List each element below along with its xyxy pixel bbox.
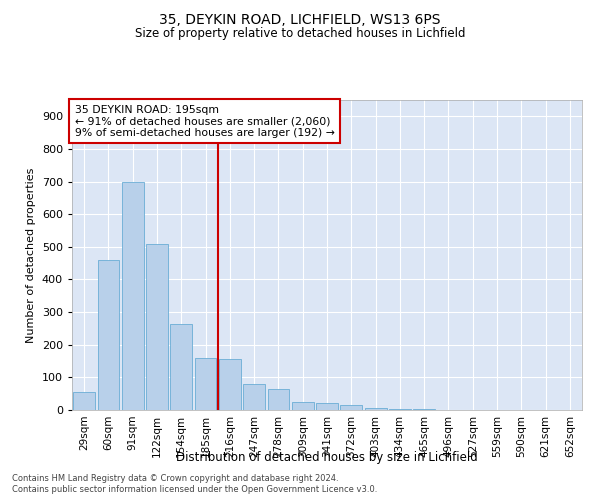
Text: Size of property relative to detached houses in Lichfield: Size of property relative to detached ho… — [135, 28, 465, 40]
Bar — [170, 324, 192, 410]
Bar — [292, 402, 314, 410]
Bar — [219, 360, 241, 410]
Text: 35 DEYKIN ROAD: 195sqm
← 91% of detached houses are smaller (2,060)
9% of semi-d: 35 DEYKIN ROAD: 195sqm ← 91% of detached… — [74, 104, 334, 138]
Text: Distribution of detached houses by size in Lichfield: Distribution of detached houses by size … — [176, 451, 478, 464]
Bar — [340, 405, 362, 410]
Bar — [268, 389, 289, 410]
Bar — [243, 384, 265, 410]
Text: 35, DEYKIN ROAD, LICHFIELD, WS13 6PS: 35, DEYKIN ROAD, LICHFIELD, WS13 6PS — [159, 12, 441, 26]
Bar — [365, 408, 386, 410]
Bar — [316, 404, 338, 410]
Text: Contains HM Land Registry data © Crown copyright and database right 2024.: Contains HM Land Registry data © Crown c… — [12, 474, 338, 483]
Text: Contains public sector information licensed under the Open Government Licence v3: Contains public sector information licen… — [12, 486, 377, 494]
Y-axis label: Number of detached properties: Number of detached properties — [26, 168, 36, 342]
Bar — [389, 409, 411, 410]
Bar — [97, 260, 119, 410]
Bar — [73, 392, 95, 410]
Bar — [194, 358, 217, 410]
Bar — [122, 182, 143, 410]
Bar — [146, 244, 168, 410]
